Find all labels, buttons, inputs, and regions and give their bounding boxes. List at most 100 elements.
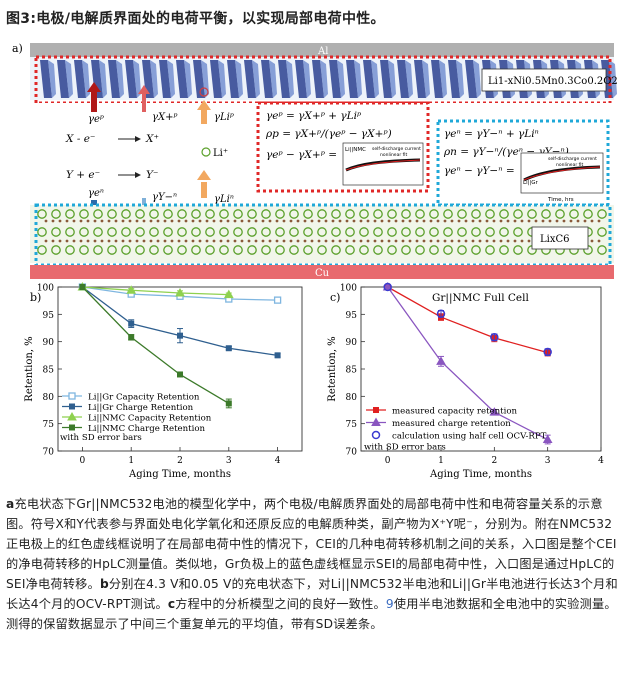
graphite-site	[485, 245, 495, 255]
graphite-site	[387, 227, 397, 237]
graphite-atom	[135, 239, 139, 243]
cathode-prism-side	[269, 60, 277, 98]
cathode-prism-side	[235, 60, 243, 98]
graphite-site	[415, 209, 425, 219]
graphite-atom	[51, 219, 55, 223]
graphite-site	[65, 245, 75, 255]
caption-text-4: 使用半电池数据和全电池中的实验测量。测得的保留数据显示了中间三个重复单元的平均值…	[6, 597, 617, 631]
cathode-prism-side	[354, 60, 362, 98]
graphite-atom	[436, 219, 440, 223]
data-point	[489, 407, 500, 416]
graphite-site	[121, 245, 131, 255]
graphite-atom	[310, 219, 314, 223]
graphite-site	[79, 227, 89, 237]
graphite-site	[471, 245, 481, 255]
graphite-atom	[233, 219, 237, 223]
graphite-site	[387, 245, 397, 255]
graphite-site	[345, 227, 355, 237]
legend-label: Li||Gr Charge Retention	[88, 403, 194, 413]
x-axis-label: Aging Time, months	[429, 469, 532, 480]
graphite-site	[471, 209, 481, 219]
graphite-atom	[492, 239, 496, 243]
graphite-site	[499, 227, 509, 237]
graphite-atom	[44, 219, 48, 223]
graphite-site	[317, 227, 327, 237]
y-tick-label: 95	[43, 311, 55, 321]
graphite-site	[289, 209, 299, 219]
graphite-atom	[205, 219, 209, 223]
graphite-atom	[436, 239, 440, 243]
graphite-atom	[380, 239, 384, 243]
cathode-inset-legend-1: self-discharge current	[372, 146, 421, 152]
y-tick-label: 90	[43, 338, 55, 348]
graphite-atom	[331, 239, 335, 243]
graphite-atom	[247, 239, 251, 243]
graphite-atom	[422, 239, 426, 243]
graphite-site	[205, 209, 215, 219]
reaction-x-left: X - e⁻	[65, 133, 95, 145]
series-line	[387, 286, 548, 441]
graphite-site	[597, 209, 607, 219]
graphite-site	[485, 209, 495, 219]
graphite-atom	[492, 219, 496, 223]
graphite-site	[65, 209, 75, 219]
cathode-material-box	[481, 68, 607, 92]
data-point	[69, 403, 75, 410]
cathode-prism-side	[337, 60, 345, 98]
anode-inset-title: Li||Gr	[523, 180, 539, 186]
graphite-atom	[289, 219, 293, 223]
graphite-atom	[324, 219, 328, 223]
graphite-atom	[205, 239, 209, 243]
graphite-atom	[485, 219, 489, 223]
cathode-prism-side	[609, 60, 617, 98]
graphite-atom	[366, 219, 370, 223]
graphite-atom	[527, 219, 531, 223]
legend-label: measured capacity retention	[392, 407, 518, 417]
y-axis-label: Retention, %	[327, 336, 338, 401]
graphite-atom	[352, 219, 356, 223]
data-point	[79, 284, 86, 290]
graphite-site	[331, 245, 341, 255]
graphite-atom	[359, 239, 363, 243]
cathode-eq-1: γeᵖ = γX+ᵖ + γLiᵖ	[266, 110, 361, 122]
graphite-site	[513, 227, 523, 237]
li-ion-cathode	[199, 87, 209, 97]
graphite-atom	[583, 219, 587, 223]
graphite-atom	[527, 239, 531, 243]
cathode-prism-side	[286, 60, 294, 98]
graphite-atom	[464, 219, 468, 223]
graphite-site	[93, 227, 103, 237]
graphite-atom	[401, 219, 405, 223]
caption-ref-link[interactable]: 9	[385, 597, 394, 611]
graphite-atom	[282, 219, 286, 223]
cathode-inset-fit	[345, 159, 421, 171]
graphite-site	[79, 209, 89, 219]
chart-b: b) 70 75 80 85 90 95 100 0 1 2 3 4 Aging Time, month…	[24, 281, 303, 480]
graphite-atom	[303, 219, 307, 223]
graphite-site	[513, 209, 523, 219]
graphite-atom	[429, 219, 433, 223]
graphite-site	[177, 245, 187, 255]
graphite-site	[121, 209, 131, 219]
graphite-site	[429, 227, 439, 237]
graphite-atom	[184, 239, 188, 243]
graphite-atom	[415, 239, 419, 243]
data-point	[371, 417, 381, 426]
graphite-site	[205, 245, 215, 255]
figure-title: 图3:电极/电解质界面处的电荷平衡，以实现局部电荷中性。	[6, 11, 385, 27]
graphite-site	[527, 209, 537, 219]
graphite-atom	[156, 239, 160, 243]
legend-label: Li||Gr Capacity Retention	[88, 393, 200, 403]
gamma-li-n-label: γLiⁿ	[214, 194, 234, 205]
x-tick-label: 3	[226, 456, 232, 466]
graphite-atom	[114, 239, 118, 243]
figure-graphic: a) Al Li1-xNi0.5Mn0.3Co0.2O2 γeᵖ = γX+ᵖ …	[12, 42, 618, 480]
graphite-atom	[548, 219, 552, 223]
graphite-atom	[51, 239, 55, 243]
data-point	[68, 392, 76, 400]
graphite-atom	[79, 219, 83, 223]
panel-a-label: a)	[12, 42, 23, 55]
graphite-atom	[184, 219, 188, 223]
graphite-site	[513, 245, 523, 255]
graphite-site	[457, 209, 467, 219]
